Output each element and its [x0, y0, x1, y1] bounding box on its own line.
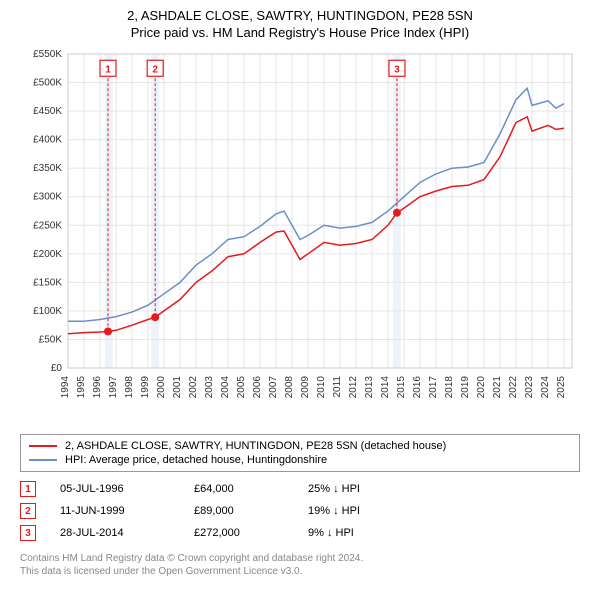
transaction-price: £64,000 [194, 483, 284, 495]
footer: Contains HM Land Registry data © Crown c… [20, 552, 580, 578]
svg-text:2004: 2004 [220, 376, 231, 399]
transaction-date: 28-JUL-2014 [60, 527, 170, 539]
svg-text:2: 2 [152, 64, 158, 75]
price-chart: £0 £50K £100K £150K £200K £250K £300K £350K £400… [20, 48, 580, 428]
transaction-row: 1 05-JUL-1996 £64,000 25% ↓ HPI [20, 478, 580, 500]
svg-text:2007: 2007 [268, 376, 279, 399]
legend-label-hpi: HPI: Average price, detached house, Hunt… [65, 454, 327, 466]
transactions-table: 1 05-JUL-1996 £64,000 25% ↓ HPI 2 11-JUN… [20, 478, 580, 544]
svg-text:2023: 2023 [524, 376, 535, 399]
svg-text:2021: 2021 [492, 376, 503, 399]
chart-svg: £0 £50K £100K £150K £200K £250K £300K £350K £400… [20, 48, 580, 428]
svg-text:1996: 1996 [92, 376, 103, 399]
svg-text:£300K: £300K [33, 192, 62, 203]
svg-text:£100K: £100K [33, 306, 62, 317]
svg-text:2006: 2006 [252, 376, 263, 399]
svg-text:2019: 2019 [460, 376, 471, 399]
transaction-price: £89,000 [194, 505, 284, 517]
svg-text:£550K: £550K [33, 49, 62, 60]
svg-text:£250K: £250K [33, 220, 62, 231]
svg-text:£0: £0 [51, 363, 63, 374]
svg-text:2018: 2018 [444, 376, 455, 399]
svg-text:2025: 2025 [556, 376, 567, 399]
svg-text:£450K: £450K [33, 106, 62, 117]
transaction-date: 05-JUL-1996 [60, 483, 170, 495]
svg-text:2013: 2013 [364, 376, 375, 399]
transaction-delta: 9% ↓ HPI [308, 527, 354, 539]
svg-text:2010: 2010 [316, 376, 327, 399]
svg-text:2016: 2016 [412, 376, 423, 399]
page-title: 2, ASHDALE CLOSE, SAWTRY, HUNTINGDON, PE… [8, 8, 592, 23]
svg-text:2003: 2003 [204, 376, 215, 399]
transaction-price: £272,000 [194, 527, 284, 539]
svg-text:2020: 2020 [476, 376, 487, 399]
svg-text:2011: 2011 [332, 376, 343, 398]
transaction-marker-3: 3 [20, 525, 36, 541]
svg-text:£200K: £200K [33, 249, 62, 260]
svg-text:£500K: £500K [33, 78, 62, 89]
svg-text:1998: 1998 [124, 376, 135, 399]
svg-text:3: 3 [394, 64, 400, 75]
legend-row-property: 2, ASHDALE CLOSE, SAWTRY, HUNTINGDON, PE… [29, 439, 571, 453]
legend-box: 2, ASHDALE CLOSE, SAWTRY, HUNTINGDON, PE… [20, 434, 580, 472]
transaction-marker-1: 1 [20, 481, 36, 497]
svg-text:2005: 2005 [236, 376, 247, 399]
svg-text:£150K: £150K [33, 277, 62, 288]
transaction-delta: 19% ↓ HPI [308, 505, 360, 517]
footer-line-1: Contains HM Land Registry data © Crown c… [20, 552, 580, 565]
transaction-date: 11-JUN-1999 [60, 505, 170, 517]
page-subtitle: Price paid vs. HM Land Registry's House … [8, 25, 592, 40]
svg-text:2024: 2024 [540, 376, 551, 399]
transaction-row: 3 28-JUL-2014 £272,000 9% ↓ HPI [20, 522, 580, 544]
svg-text:2014: 2014 [380, 376, 391, 399]
transaction-delta: 25% ↓ HPI [308, 483, 360, 495]
svg-text:2012: 2012 [348, 376, 359, 399]
svg-text:2022: 2022 [508, 376, 519, 399]
svg-text:£50K: £50K [39, 334, 63, 345]
svg-text:2001: 2001 [172, 376, 183, 399]
svg-text:1997: 1997 [108, 376, 119, 399]
svg-text:1999: 1999 [140, 376, 151, 399]
svg-text:£400K: £400K [33, 135, 62, 146]
transaction-row: 2 11-JUN-1999 £89,000 19% ↓ HPI [20, 500, 580, 522]
svg-text:2017: 2017 [428, 376, 439, 399]
transaction-marker-2: 2 [20, 503, 36, 519]
footer-line-2: This data is licensed under the Open Gov… [20, 565, 580, 578]
legend-label-property: 2, ASHDALE CLOSE, SAWTRY, HUNTINGDON, PE… [65, 440, 446, 452]
svg-text:1994: 1994 [60, 376, 71, 399]
svg-text:2002: 2002 [188, 376, 199, 399]
svg-text:2008: 2008 [284, 376, 295, 399]
legend-row-hpi: HPI: Average price, detached house, Hunt… [29, 453, 571, 467]
svg-text:1: 1 [105, 64, 111, 75]
legend-swatch-property [29, 445, 57, 447]
svg-text:2009: 2009 [300, 376, 311, 399]
svg-text:2015: 2015 [396, 376, 407, 399]
legend-swatch-hpi [29, 459, 57, 461]
svg-text:2000: 2000 [156, 376, 167, 399]
svg-text:£350K: £350K [33, 163, 62, 174]
svg-text:1995: 1995 [76, 376, 87, 399]
